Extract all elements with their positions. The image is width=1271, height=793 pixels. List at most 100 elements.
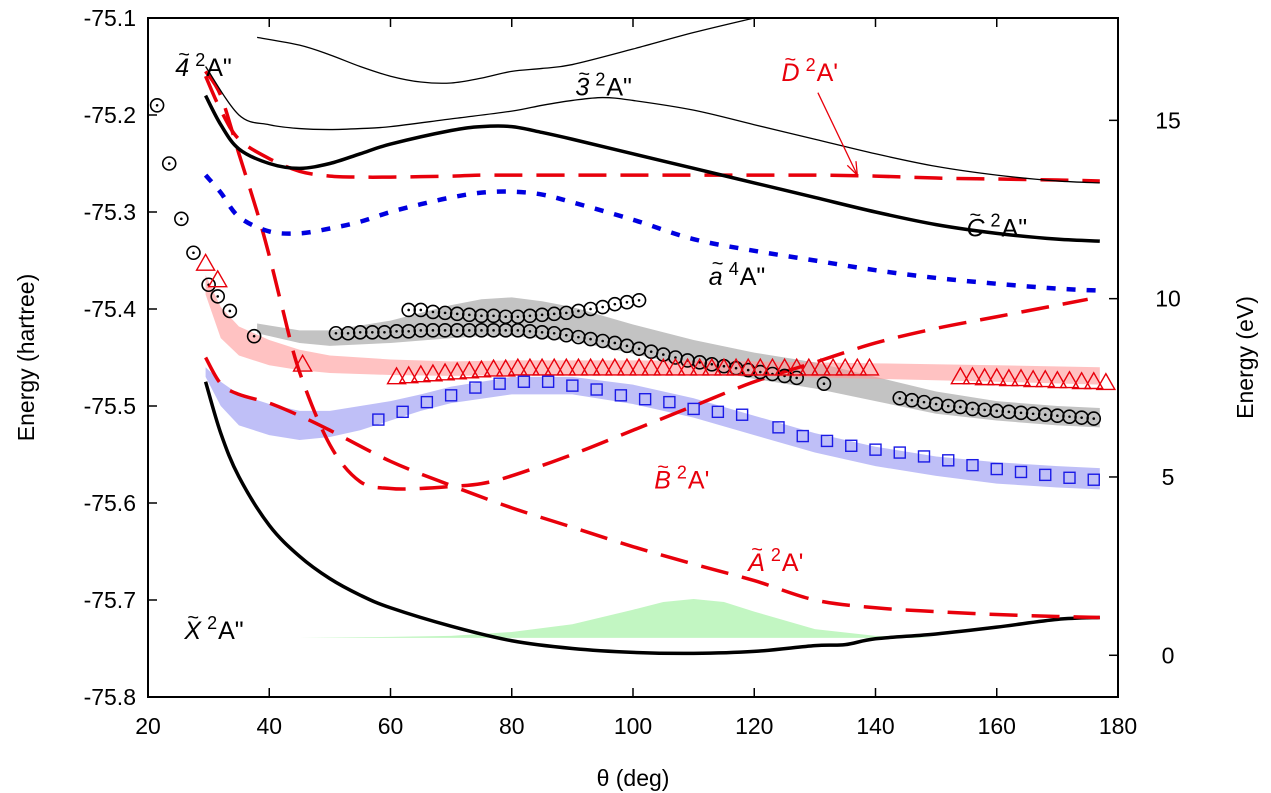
circle-marker-dot — [167, 162, 171, 165]
circle-marker — [789, 370, 804, 386]
circle-marker-dot — [516, 315, 520, 319]
marker-group-squares — [372, 375, 1100, 486]
circle-marker-dot — [504, 329, 507, 332]
axis-ticks: 20 40 60 80 100 120 140 160 180-75.8-75.7-75.6-7… — [84, 5, 1181, 739]
circle-marker-dot — [910, 398, 914, 402]
data-markers — [149, 98, 1117, 486]
circle-marker-dot — [601, 305, 604, 309]
circle-marker-dot — [383, 330, 386, 334]
triangle-marker — [1010, 368, 1032, 387]
x-tick-label: 80 — [499, 713, 525, 739]
square-marker — [444, 389, 458, 402]
triangle-marker — [195, 252, 216, 271]
circle-marker-dot — [192, 251, 195, 255]
circle-marker-dot — [613, 341, 617, 345]
triangle-marker — [616, 357, 638, 376]
circle-marker — [352, 324, 368, 340]
circle-marker-dot — [419, 308, 423, 312]
square-marker — [735, 408, 749, 421]
circle-marker-dot — [971, 407, 974, 411]
y-tick-label: -75.3 — [84, 199, 136, 225]
triangle-marker — [434, 362, 456, 381]
triangle-marker — [592, 357, 613, 376]
circle-marker-dot — [540, 313, 544, 317]
circle-marker-dot — [734, 366, 738, 370]
triangle-marker — [998, 368, 1020, 387]
y2-tick-label: 10 — [1155, 286, 1181, 312]
x-tick-label: 120 — [735, 713, 773, 739]
circle-marker-dot — [589, 307, 592, 311]
square-marker — [1014, 465, 1028, 479]
state-label-D: D 2A'~ — [782, 49, 839, 87]
triangle-marker — [640, 357, 662, 376]
square-marker — [541, 375, 555, 388]
circle-marker-dot — [455, 312, 459, 316]
circle-marker — [425, 323, 441, 338]
svg-text:32A": 3 2A" — [575, 70, 631, 102]
circle-marker-dot — [346, 331, 350, 335]
square-marker — [796, 429, 809, 443]
y2-tick-label: 5 — [1162, 464, 1175, 490]
square-marker — [420, 395, 434, 409]
triangle-marker — [750, 357, 771, 376]
circle-marker-dot — [407, 308, 410, 312]
y2-tick-label: 0 — [1162, 642, 1175, 668]
tilde-mark: ~ — [657, 456, 669, 478]
triangle-marker — [986, 367, 1007, 386]
circle-marker-dot — [722, 364, 726, 368]
y-tick-label: -75.4 — [84, 296, 137, 322]
triangle-marker — [422, 363, 444, 382]
square-marker — [845, 439, 858, 452]
annotation-arrow-line — [817, 92, 858, 176]
y-tick-label: -75.5 — [84, 393, 136, 419]
tilde-mark: ~ — [187, 607, 199, 629]
circle-marker — [328, 325, 344, 341]
triangle-marker — [974, 367, 995, 386]
x-tick-label: 60 — [378, 713, 404, 739]
y-tick-label: -75.2 — [84, 102, 136, 128]
circle-marker-dot — [995, 409, 999, 413]
square-marker — [517, 375, 531, 388]
svg-text:a4A": a 4A" — [709, 259, 765, 291]
square-marker — [772, 421, 785, 434]
triangle-marker — [495, 358, 516, 377]
square-marker — [663, 395, 676, 409]
triangle-marker — [604, 357, 626, 376]
circle-marker — [161, 156, 177, 171]
triangle-marker — [556, 357, 577, 376]
triangle-marker — [810, 357, 832, 376]
triangle-marker — [1059, 370, 1080, 389]
triangle-marker — [1047, 370, 1068, 389]
y-tick-label: -75.6 — [84, 490, 136, 516]
circle-marker — [816, 376, 832, 391]
square-marker — [942, 454, 955, 467]
curve-D — [203, 75, 1100, 183]
triangle-marker — [847, 357, 868, 376]
state-label-A: A 2A'~ — [746, 539, 803, 577]
triangle-marker — [822, 357, 844, 376]
circle-marker-dot — [589, 337, 592, 341]
circle-marker-dot — [795, 376, 798, 380]
annotation-arrow-head — [846, 161, 859, 177]
triangle-marker — [398, 365, 419, 384]
y-tick-label: -75.8 — [84, 684, 136, 710]
x-tick-label: 20 — [135, 713, 161, 739]
circle-marker-dot — [1080, 416, 1083, 419]
circle-marker-dot — [443, 329, 447, 332]
curve-C — [204, 94, 1100, 243]
svg-text:B2A': B 2A' — [654, 462, 709, 494]
triangle-marker — [962, 366, 983, 385]
circle-marker — [437, 323, 453, 338]
y2-tick-label: 15 — [1155, 107, 1181, 133]
circle-marker-dot — [613, 302, 617, 306]
square-marker — [1063, 471, 1076, 484]
triangle-marker — [677, 357, 698, 376]
tilde-mark: ~ — [969, 204, 981, 226]
circle-marker-dot — [371, 330, 374, 334]
square-marker — [687, 402, 700, 416]
state-label-C: C 2A"~ — [966, 204, 1027, 242]
marker-group-circles-upper — [401, 292, 647, 325]
circle-marker — [498, 323, 513, 338]
circle-marker-dot — [1043, 413, 1047, 417]
square-marker — [869, 443, 882, 456]
